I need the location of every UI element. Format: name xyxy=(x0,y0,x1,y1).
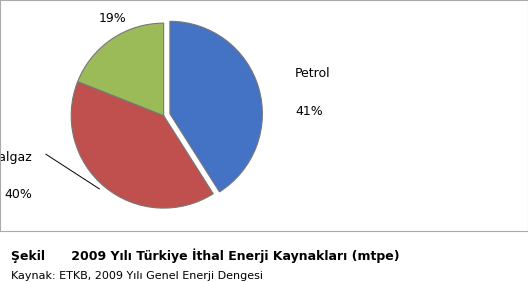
Text: Kaynak: ETKB, 2009 Yılı Genel Enerji Dengesi: Kaynak: ETKB, 2009 Yılı Genel Enerji Den… xyxy=(11,271,262,281)
Wedge shape xyxy=(78,23,164,116)
Text: Petrol: Petrol xyxy=(295,67,331,80)
Wedge shape xyxy=(170,21,262,192)
Text: 41%: 41% xyxy=(295,105,323,118)
Text: 19%: 19% xyxy=(99,12,127,25)
Text: Şekil      2009 Yılı Türkiye İthal Enerji Kaynakları (mtpe): Şekil 2009 Yılı Türkiye İthal Enerji Kay… xyxy=(11,248,399,263)
Text: Doğalgaz: Doğalgaz xyxy=(0,151,32,164)
Wedge shape xyxy=(71,81,213,208)
Text: 40%: 40% xyxy=(4,188,32,201)
